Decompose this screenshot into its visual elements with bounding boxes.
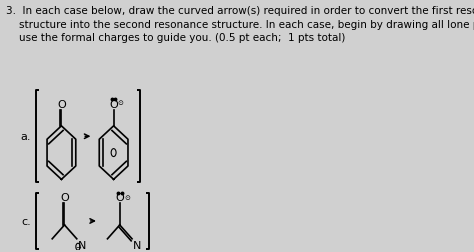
Text: a.: a. [20, 132, 31, 142]
Text: O: O [57, 100, 66, 110]
Text: 3.  In each case below, draw the curved arrow(s) required in order to convert th: 3. In each case below, draw the curved a… [6, 6, 474, 43]
Text: N: N [77, 240, 86, 250]
Text: c.: c. [21, 216, 31, 226]
Text: O: O [115, 192, 124, 202]
Text: O: O [60, 192, 69, 202]
Text: −: − [75, 244, 81, 250]
Text: ⊙: ⊙ [117, 100, 123, 106]
Text: ⊙: ⊙ [124, 194, 130, 200]
Text: N: N [133, 240, 141, 250]
Text: O: O [109, 100, 118, 110]
